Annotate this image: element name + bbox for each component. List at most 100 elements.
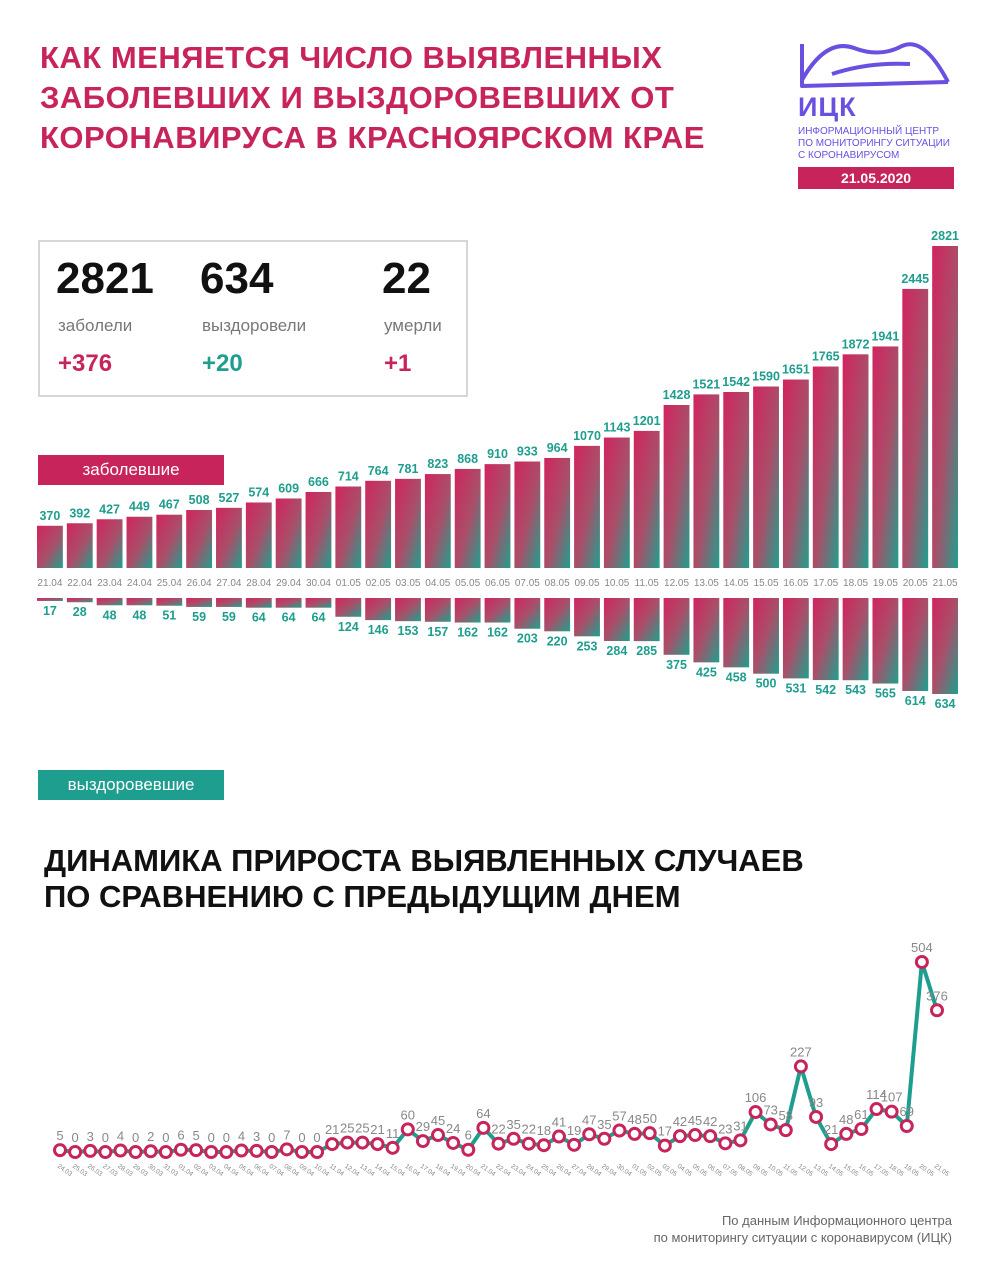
recovered-bar (544, 598, 571, 632)
growth-date-label: 12.05 (797, 1163, 815, 1178)
recovered-bar-value: 531 (785, 681, 806, 695)
growth-date-label: 07.04 (268, 1163, 286, 1178)
growth-point-label: 35 (506, 1117, 520, 1132)
recovered-bar (693, 598, 720, 663)
growth-point (340, 1135, 355, 1150)
sick-bar-value: 714 (338, 470, 359, 484)
died-total: 22 (382, 254, 431, 303)
recovered-label: выздоровели (202, 316, 307, 335)
growth-point-label: 23 (718, 1121, 732, 1136)
date-tick-label: 16.05 (783, 578, 808, 589)
recovered-bar (812, 598, 839, 681)
growth-date-label: 30.03 (147, 1163, 165, 1178)
growth-point (733, 1133, 748, 1148)
sick-bar-value: 964 (547, 441, 568, 455)
growth-point-label: 3 (253, 1129, 260, 1144)
growth-point-label: 73 (763, 1102, 777, 1117)
recovered-series-label: выздоровевшие (38, 770, 224, 800)
sick-bar-value: 933 (517, 445, 538, 459)
recovered-bar-value: 51 (162, 609, 176, 623)
growth-point (567, 1137, 582, 1152)
sick-bar-value: 1651 (782, 363, 810, 377)
growth-date-label: 26.03 (86, 1163, 104, 1178)
growth-point-label: 21 (824, 1122, 838, 1137)
growth-point (521, 1136, 536, 1151)
sick-bar-value: 1872 (842, 337, 870, 351)
recovered-bar-value: 542 (815, 683, 836, 697)
page-title: КАК МЕНЯЕТСЯ ЧИСЛО ВЫЯВЛЕННЫХ ЗАБОЛЕВШИХ… (40, 38, 760, 158)
growth-point (294, 1145, 309, 1159)
recovered-bar (484, 598, 511, 623)
growth-point-label: 0 (208, 1130, 215, 1145)
growth-date-label: 28.04 (585, 1163, 603, 1178)
sick-bar (424, 474, 451, 568)
sick-bar (186, 510, 213, 568)
growth-date-label: 24.03 (56, 1163, 74, 1178)
growth-date-label: 17.04 (419, 1163, 437, 1178)
date-tick-label: 26.04 (187, 578, 212, 589)
recovered-bar (753, 598, 779, 674)
growth-date-label: 09.04 (298, 1163, 316, 1178)
recovered-bar-value: 220 (547, 634, 568, 648)
date-tick-label: 15.05 (754, 578, 779, 589)
date-tick-label: 29.04 (276, 578, 301, 589)
growth-point (98, 1145, 113, 1159)
growth-point-label: 6 (177, 1128, 184, 1143)
growth-date-label: 25.04 (540, 1163, 558, 1178)
growth-point-label: 106 (745, 1090, 767, 1105)
date-tick-label: 08.05 (545, 578, 570, 589)
sick-bar (574, 445, 600, 568)
recovered-bar-value: 157 (427, 625, 448, 639)
logo-subtitle: ИНФОРМАЦИОННЫЙ ЦЕНТР ПО МОНИТОРИНГУ СИТУ… (798, 126, 954, 162)
growth-point (582, 1127, 597, 1142)
growth-point-label: 0 (313, 1130, 320, 1145)
growth-point-label: 64 (476, 1106, 490, 1121)
growth-point (446, 1135, 461, 1150)
growth-point (400, 1122, 415, 1137)
sick-bar (395, 478, 421, 568)
died-delta: +1 (384, 350, 412, 377)
growth-date-label: 30.04 (615, 1163, 633, 1178)
growth-date-label: 07.05 (721, 1163, 739, 1178)
date-tick-label: 18.05 (843, 578, 868, 589)
sick-bar (693, 394, 720, 568)
date-tick-label: 04.05 (425, 578, 450, 589)
date-tick-label: 03.05 (395, 578, 420, 589)
date-tick-label: 02.05 (366, 578, 391, 589)
sick-bar-value: 666 (308, 475, 329, 489)
date-tick-label: 23.04 (97, 578, 122, 589)
recovered-bar-value: 28 (73, 605, 87, 619)
growth-date-label: 10.04 (313, 1163, 331, 1178)
growth-date-label: 08.04 (283, 1163, 301, 1178)
recovered-bar (305, 598, 332, 608)
growth-point (793, 1059, 808, 1074)
growth-point-label: 29 (416, 1119, 430, 1134)
sick-bar (842, 354, 869, 568)
recovered-bar-value: 64 (252, 611, 266, 625)
recovered-bar (514, 598, 541, 629)
growth-point (173, 1142, 188, 1157)
recovered-bar-value: 162 (487, 626, 508, 640)
growth-point (839, 1126, 854, 1141)
sick-bar (932, 246, 958, 568)
recovered-bar-value: 48 (103, 608, 117, 622)
recovered-bar (424, 598, 451, 622)
growth-point (854, 1122, 869, 1137)
growth-date-label: 18.05 (887, 1163, 905, 1178)
growth-point (370, 1137, 385, 1152)
sick-bar (305, 491, 332, 568)
date-tick-label: 05.05 (455, 578, 480, 589)
growth-date-label: 01.05 (630, 1163, 648, 1178)
recovered-bar (633, 598, 660, 642)
growth-date-label: 04.04 (222, 1163, 240, 1178)
sick-bar (723, 391, 750, 568)
recovered-bar (782, 598, 809, 679)
growth-point-label: 25 (355, 1121, 369, 1136)
title-line-3: КОРОНАВИРУСА В КРАСНОЯРСКОМ КРАЕ (40, 120, 705, 155)
date-tick-label: 10.05 (604, 578, 629, 589)
sick-bar-value: 467 (159, 498, 180, 512)
recovered-bar (216, 598, 242, 607)
growth-point (551, 1129, 566, 1144)
sick-bar-value: 1143 (603, 421, 630, 435)
growth-point-label: 31 (733, 1118, 747, 1133)
